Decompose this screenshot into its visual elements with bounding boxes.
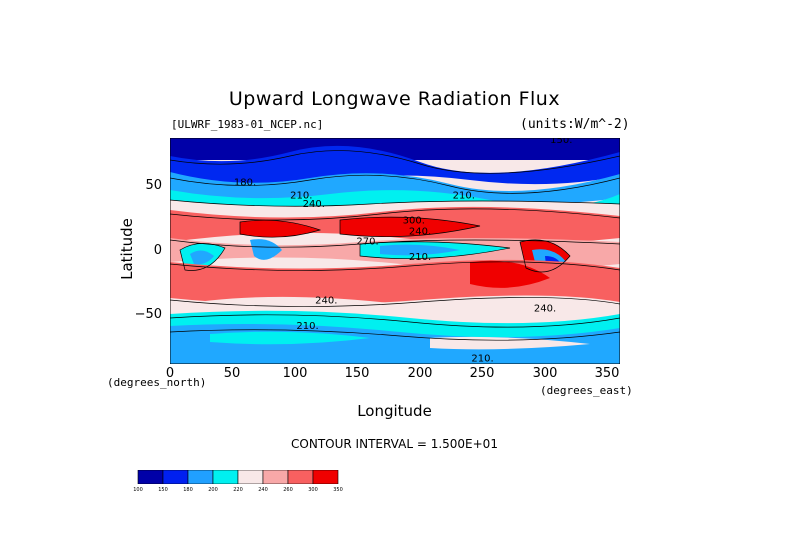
y-axis-title: Latitude: [118, 218, 136, 280]
x-tick-0: 0: [165, 366, 175, 381]
flux-field: [170, 138, 620, 364]
map-title: Upward Longwave Radiation Flux: [228, 88, 561, 110]
contour-label-11: 240.: [534, 303, 556, 314]
contour-label-6: 270.: [356, 237, 378, 248]
contour-label-2: 210.: [290, 190, 312, 201]
color-legend: [137, 470, 339, 484]
color-swatch-3: [212, 470, 239, 484]
color-swatch-1: [162, 470, 189, 484]
x-tick-250: 250: [469, 366, 495, 381]
color-swatch-4: [237, 470, 264, 484]
contour-label-5: 300.: [403, 215, 425, 226]
color-legend-label-6: 260: [283, 487, 293, 493]
file-label: [ULWRF_1983-01_NCEP.nc]: [171, 118, 324, 131]
contour-label-9: 240.: [315, 296, 337, 307]
contour-labels: 150.180.210.240.210.300.270.240.210.240.…: [234, 138, 573, 364]
contour-label-10: 210.: [296, 321, 318, 332]
contour-interval: CONTOUR INTERVAL = 1.500E+01: [291, 437, 498, 451]
color-legend-label-0: 100: [133, 487, 143, 493]
contour-label-0: 150.: [550, 138, 572, 146]
color-legend-label-8: 350: [333, 487, 343, 493]
color-legend-label-2: 180: [183, 487, 193, 493]
x-tick-50: 50: [223, 366, 241, 381]
x-tick-200: 200: [407, 366, 433, 381]
contour-label-8: 210.: [409, 252, 431, 263]
x-tick-350: 350: [594, 366, 620, 381]
color-legend-label-3: 200: [208, 487, 218, 493]
color-swatch-2: [187, 470, 214, 484]
flux-map: 150.180.210.240.210.300.270.240.210.240.…: [170, 138, 620, 364]
color-swatch-7: [312, 470, 339, 484]
contour-label-7: 240.: [409, 227, 431, 238]
color-legend-label-5: 240: [258, 487, 268, 493]
x-tick-150: 150: [344, 366, 370, 381]
y-tick-0: 0: [153, 243, 162, 258]
color-swatch-6: [287, 470, 314, 484]
color-swatch-5: [262, 470, 289, 484]
contour-label-4: 210.: [453, 190, 475, 201]
contour-label-1: 180.: [234, 178, 256, 189]
units-label: (units:W/m^-2): [520, 117, 630, 132]
y-tick-minus50: −50: [134, 307, 162, 322]
x-axis-title: Longitude: [357, 402, 432, 420]
x-right-units: (degrees_east): [540, 384, 633, 397]
contour-label-12: 210.: [471, 353, 493, 364]
x-tick-300: 300: [532, 366, 558, 381]
x-tick-100: 100: [282, 366, 308, 381]
x-left-units: (degrees_north): [107, 376, 207, 389]
contour-label-3: 240.: [303, 199, 325, 210]
color-swatch-0: [137, 470, 164, 484]
color-legend-label-7: 300: [308, 487, 318, 493]
y-tick-50: 50: [145, 178, 162, 193]
color-legend-label-1: 150: [158, 487, 168, 493]
color-legend-label-4: 220: [233, 487, 243, 493]
